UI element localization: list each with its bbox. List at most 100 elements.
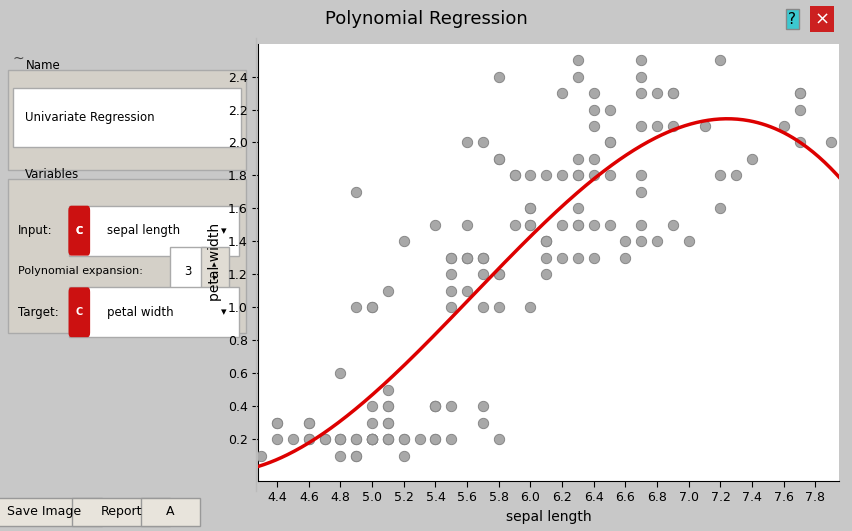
Text: petal width: petal width bbox=[106, 306, 173, 319]
Point bbox=[539, 237, 553, 246]
Point bbox=[492, 270, 505, 279]
Point bbox=[270, 418, 284, 427]
Point bbox=[603, 221, 617, 229]
Text: 3: 3 bbox=[184, 265, 192, 278]
Point bbox=[650, 122, 664, 130]
Point bbox=[714, 204, 728, 213]
Text: C: C bbox=[76, 226, 83, 236]
Point bbox=[366, 402, 379, 410]
Point bbox=[635, 188, 648, 196]
Point bbox=[587, 155, 601, 163]
FancyBboxPatch shape bbox=[8, 70, 246, 169]
Point bbox=[318, 435, 331, 443]
Text: ▼: ▼ bbox=[212, 276, 216, 281]
Point bbox=[445, 270, 458, 279]
Point bbox=[587, 105, 601, 114]
Text: Input:: Input: bbox=[18, 224, 52, 237]
Text: ×: × bbox=[815, 10, 830, 28]
Text: Polynomial Regression: Polynomial Regression bbox=[325, 10, 527, 28]
Point bbox=[334, 451, 348, 460]
Point bbox=[381, 418, 394, 427]
Point bbox=[429, 435, 442, 443]
Point bbox=[650, 237, 664, 246]
Point bbox=[270, 435, 284, 443]
Point bbox=[334, 369, 348, 378]
FancyBboxPatch shape bbox=[68, 206, 90, 255]
Point bbox=[635, 56, 648, 64]
Point bbox=[381, 418, 394, 427]
Point bbox=[318, 435, 331, 443]
Point bbox=[793, 89, 807, 97]
Point bbox=[492, 270, 505, 279]
FancyBboxPatch shape bbox=[0, 498, 102, 526]
Text: Save Image: Save Image bbox=[7, 504, 82, 518]
Point bbox=[587, 122, 601, 130]
Point bbox=[476, 254, 490, 262]
Point bbox=[349, 435, 363, 443]
Point bbox=[556, 89, 569, 97]
Point bbox=[666, 89, 680, 97]
Point bbox=[366, 303, 379, 312]
Point bbox=[714, 171, 728, 179]
Point bbox=[524, 221, 538, 229]
Point bbox=[571, 72, 584, 81]
Point bbox=[397, 435, 411, 443]
Point bbox=[366, 435, 379, 443]
Point bbox=[476, 270, 490, 279]
Point bbox=[793, 89, 807, 97]
Point bbox=[571, 171, 584, 179]
Point bbox=[603, 105, 617, 114]
Point bbox=[397, 237, 411, 246]
Point bbox=[666, 122, 680, 130]
Point bbox=[603, 138, 617, 147]
Point bbox=[571, 221, 584, 229]
Point bbox=[650, 89, 664, 97]
Point bbox=[366, 435, 379, 443]
Point bbox=[349, 303, 363, 312]
Point bbox=[492, 155, 505, 163]
FancyBboxPatch shape bbox=[170, 246, 205, 296]
Point bbox=[539, 171, 553, 179]
Point bbox=[556, 254, 569, 262]
FancyBboxPatch shape bbox=[68, 287, 90, 337]
Point bbox=[492, 435, 505, 443]
FancyBboxPatch shape bbox=[13, 88, 241, 147]
Point bbox=[397, 435, 411, 443]
Point bbox=[334, 435, 348, 443]
Point bbox=[429, 402, 442, 410]
Point bbox=[571, 221, 584, 229]
Text: ?: ? bbox=[788, 12, 797, 27]
Point bbox=[635, 122, 648, 130]
Point bbox=[302, 435, 315, 443]
Point bbox=[635, 221, 648, 229]
Point bbox=[682, 237, 695, 246]
Point bbox=[397, 451, 411, 460]
Point bbox=[445, 254, 458, 262]
Text: Variables: Variables bbox=[26, 168, 79, 181]
Point bbox=[508, 171, 521, 179]
Point bbox=[524, 303, 538, 312]
Point bbox=[508, 221, 521, 229]
Point bbox=[587, 171, 601, 179]
Point bbox=[366, 435, 379, 443]
Point bbox=[603, 138, 617, 147]
Point bbox=[445, 254, 458, 262]
Point bbox=[381, 435, 394, 443]
Text: sepal length: sepal length bbox=[106, 224, 180, 237]
Point bbox=[556, 171, 569, 179]
Text: Univariate Regression: Univariate Regression bbox=[26, 111, 155, 124]
Point bbox=[539, 254, 553, 262]
Point bbox=[366, 435, 379, 443]
Point bbox=[334, 435, 348, 443]
Point bbox=[666, 221, 680, 229]
Text: Target:: Target: bbox=[18, 306, 59, 319]
Point bbox=[524, 204, 538, 213]
Point bbox=[349, 451, 363, 460]
Point bbox=[492, 72, 505, 81]
Point bbox=[571, 155, 584, 163]
Text: C: C bbox=[76, 307, 83, 317]
Point bbox=[571, 204, 584, 213]
Text: C: C bbox=[76, 226, 83, 236]
Point bbox=[366, 303, 379, 312]
Point bbox=[381, 386, 394, 394]
